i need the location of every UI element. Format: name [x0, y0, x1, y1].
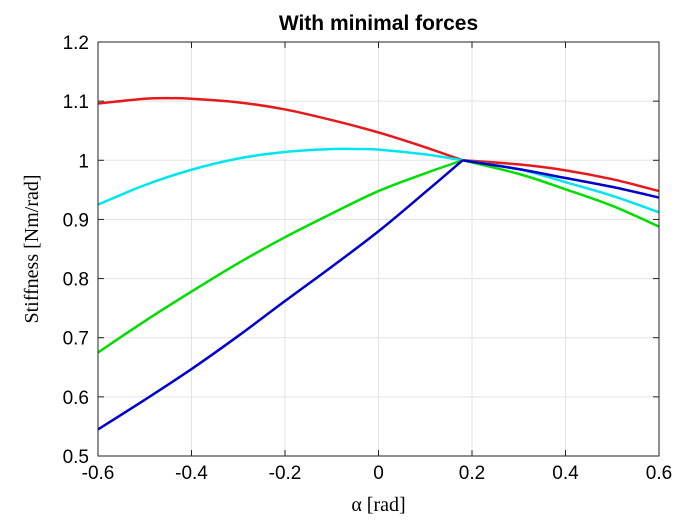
series-line-3: [97, 159, 660, 354]
y-tick-label: 0.9: [63, 210, 89, 231]
series-line-1: [97, 96, 660, 193]
y-axis-label: Stiffness [Nm/rad]: [21, 174, 43, 323]
x-tick-label: 0.4: [552, 463, 579, 484]
y-tick-label: 1: [78, 151, 89, 172]
x-tick-label: -0.2: [269, 463, 302, 484]
y-tick-label: 0.5: [63, 447, 89, 468]
y-tick-label: 1.2: [63, 33, 89, 54]
y-tick-label: 0.7: [63, 329, 89, 350]
x-tick-label: -0.6: [82, 463, 115, 484]
chart-title: With minimal forces: [279, 12, 478, 35]
series-layer: [97, 96, 660, 431]
y-tick-label: 0.8: [63, 270, 89, 291]
ticks: [97, 41, 660, 457]
x-tick-label: -0.4: [175, 463, 208, 484]
series-line-4: [97, 159, 660, 431]
x-axis-label: α [rad]: [351, 494, 405, 516]
y-tick-label: 0.6: [63, 388, 89, 409]
tick-labels: -0.6 -0.4 -0.2 0 0.2 0.4 0.6 0.5 0.6 0.7 0.8 0.9 1 1.…: [63, 33, 673, 484]
x-tick-label: 0: [373, 463, 384, 484]
y-tick-label: 1.1: [63, 92, 89, 113]
x-tick-label: 0.2: [459, 463, 485, 484]
x-tick-label: 0.6: [646, 463, 672, 484]
